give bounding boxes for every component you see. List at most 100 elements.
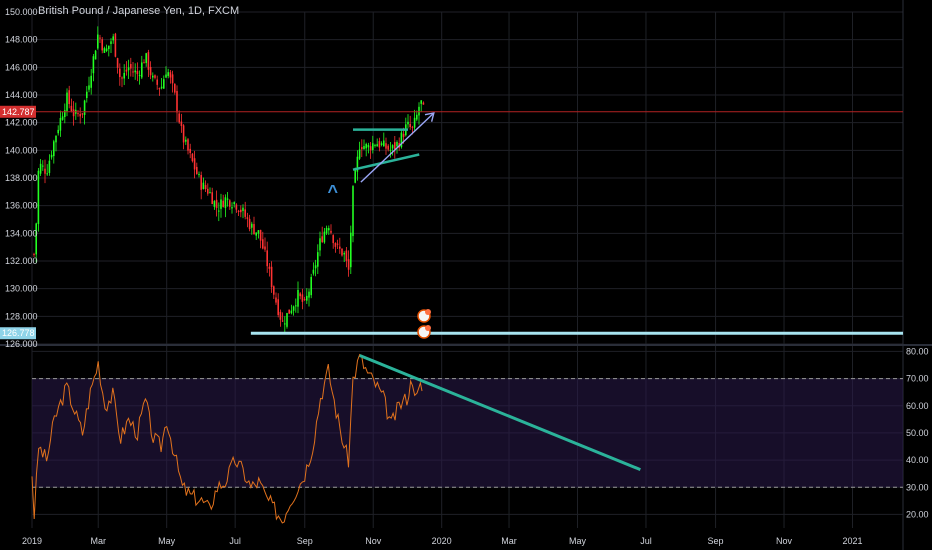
candle-body [209, 192, 211, 194]
candle-body [328, 228, 330, 231]
candle-body [121, 77, 123, 79]
candle-body [66, 92, 68, 112]
candle-body [297, 290, 299, 307]
support-price-box [0, 327, 36, 340]
candle-body [90, 75, 92, 88]
price-tick-label: 134.000 [5, 228, 38, 238]
candle-body [176, 91, 178, 113]
time-tick-label: Mar [90, 536, 106, 546]
candle-body [53, 141, 55, 157]
candle-body [154, 75, 156, 78]
candle-body [387, 145, 389, 150]
candle-body [224, 197, 227, 208]
candle-body [136, 70, 139, 75]
candle-body [44, 168, 46, 174]
candle-body [231, 207, 233, 209]
candle-body [145, 53, 147, 64]
rsi-tick-label: 70.00 [906, 374, 929, 384]
candle-body [394, 142, 396, 150]
candle-body [138, 75, 141, 77]
candle-body [422, 102, 425, 105]
time-tick-label: Mar [501, 536, 517, 546]
candle-body [319, 238, 321, 251]
candle-body [363, 146, 365, 149]
candle-body [99, 37, 101, 39]
candle-body [253, 224, 255, 235]
candle-body [378, 141, 381, 148]
price-tick-label: 132.000 [5, 256, 38, 266]
candle-body [127, 67, 130, 71]
candle-body [308, 291, 310, 298]
candle-body [277, 299, 279, 315]
candle-body [389, 149, 392, 151]
candle-body [268, 266, 271, 269]
rsi-band [32, 378, 903, 488]
candle-body [143, 62, 145, 64]
price-tick-label: 146.000 [5, 62, 38, 72]
candle-body [299, 293, 301, 297]
candle-body [163, 79, 165, 89]
candle-body [411, 126, 414, 128]
candle-body [114, 33, 117, 57]
candle-body [306, 295, 308, 301]
candle-body [149, 67, 152, 76]
candle-body [211, 192, 213, 205]
time-tick-label: Jul [640, 536, 652, 546]
candle-body [156, 79, 158, 85]
candle-body [198, 173, 200, 176]
candle-body [264, 246, 266, 250]
candle-body [220, 199, 222, 209]
candle-body [312, 269, 315, 274]
trendline-rising_support [352, 153, 420, 171]
candle-body [207, 188, 209, 194]
candle-body [372, 143, 374, 151]
candle-body [50, 154, 53, 158]
candle-body [42, 165, 44, 167]
time-tick-label: 2019 [22, 536, 42, 546]
price-tick-label: 144.000 [5, 90, 38, 100]
candle-body [352, 186, 354, 237]
candle-body [77, 113, 79, 115]
candle-body [123, 72, 125, 79]
candle-body [72, 109, 75, 117]
candle-body [200, 174, 202, 190]
candle-body [350, 232, 352, 268]
price-tick-label: 148.000 [5, 35, 38, 45]
candle-body [167, 72, 169, 77]
time-tick-label: 2020 [432, 536, 452, 546]
candle-body [202, 182, 205, 190]
candle-body [396, 141, 398, 147]
candle-body [70, 105, 73, 112]
candle-body [46, 173, 48, 175]
time-tick-label: 2021 [842, 536, 862, 546]
overlays: ^ [32, 111, 903, 335]
candle-body [339, 246, 341, 249]
candle-body [185, 139, 187, 142]
candle-body [244, 209, 246, 217]
candle-body [235, 204, 238, 210]
event-badge-icon [425, 325, 431, 331]
candle-body [336, 243, 339, 245]
candle-body [376, 144, 378, 147]
price-tick-label: 138.000 [5, 173, 38, 183]
candle-body [174, 83, 176, 93]
candle-body [33, 253, 35, 255]
candle-body [83, 100, 86, 115]
candle-body [68, 90, 70, 105]
candles [33, 26, 425, 333]
candle-body [361, 147, 363, 150]
candle-body [193, 158, 196, 170]
event-icons[interactable] [417, 309, 431, 339]
candle-body [418, 106, 420, 116]
candle-body [64, 110, 66, 118]
candle-body [229, 200, 231, 207]
candle-body [79, 114, 81, 117]
caret-marker: ^ [328, 181, 339, 201]
candle-body [55, 135, 57, 143]
time-tick-label: Nov [776, 536, 793, 546]
candle-body [242, 207, 244, 211]
candle-body [180, 121, 183, 126]
candle-body [152, 75, 154, 78]
